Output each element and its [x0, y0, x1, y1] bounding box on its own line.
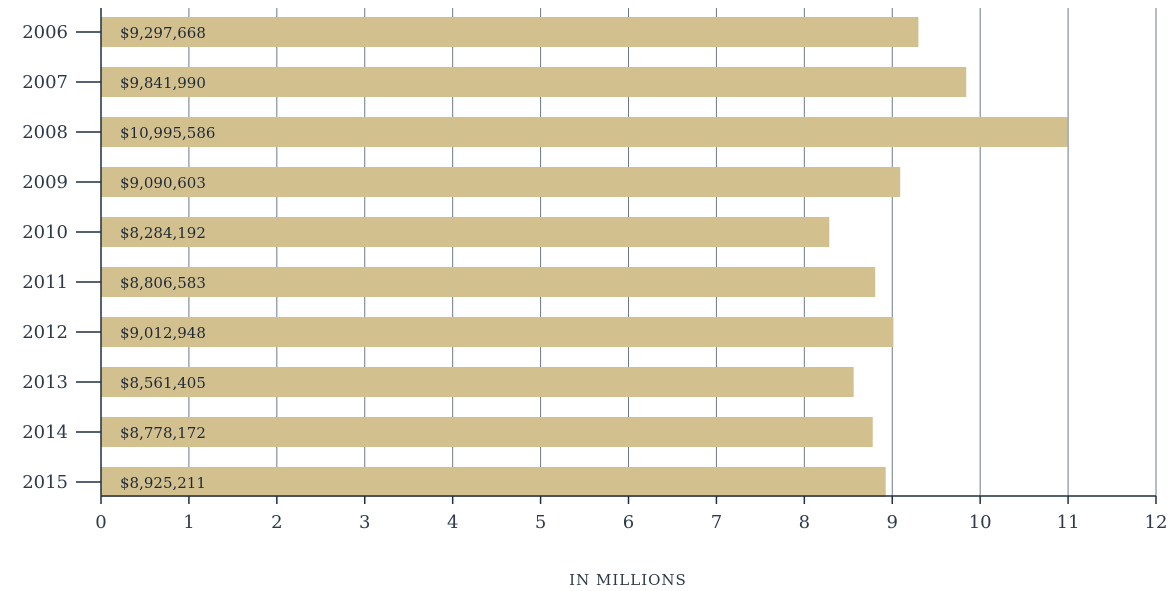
x-tick-label: 5: [535, 512, 546, 533]
x-tick-label: 3: [359, 512, 370, 533]
x-tick-label: 10: [969, 512, 992, 533]
bar-2009: [101, 167, 901, 197]
bar-value-label: $8,806,583: [120, 274, 206, 292]
bar-2011: [101, 267, 876, 297]
y-tick-label: 2013: [22, 372, 68, 393]
x-tick-label: 9: [887, 512, 898, 533]
bar-2006: [101, 17, 919, 47]
bar-2015: [101, 467, 886, 497]
bar-value-label: $9,841,990: [120, 74, 206, 92]
bar-value-label: $9,090,603: [120, 174, 206, 192]
x-axis-title: IN MILLIONS: [569, 571, 687, 589]
y-tick-label: 2015: [22, 472, 68, 493]
x-tick-label: 8: [799, 512, 810, 533]
bar-value-label: $9,297,668: [120, 24, 206, 42]
bar-value-label: $8,778,172: [120, 424, 206, 442]
bar-value-label: $9,012,948: [120, 324, 206, 342]
y-tick-label: 2012: [22, 322, 68, 343]
y-tick-label: 2008: [22, 122, 68, 143]
y-tick-label: 2014: [22, 422, 68, 443]
bars: $9,297,668 $9,841,990 $10,995,586 $9,090,60…: [101, 17, 1068, 497]
bar-2012: [101, 317, 894, 347]
y-tick-label: 2007: [22, 72, 68, 93]
y-tick-label: 2011: [22, 272, 68, 293]
bar-2008: [101, 117, 1068, 147]
bar-2014: [101, 417, 873, 447]
bar-2010: [101, 217, 830, 247]
bar-value-label: $10,995,586: [120, 124, 215, 142]
x-tick-label: 1: [183, 512, 194, 533]
bar-value-label: $8,284,192: [120, 224, 206, 242]
x-tick-label: 7: [711, 512, 722, 533]
x-tick-label: 0: [95, 512, 106, 533]
x-tick-label: 4: [447, 512, 458, 533]
y-tick-label: 2006: [22, 22, 68, 43]
x-tick-label: 11: [1057, 512, 1080, 533]
axes: 0 1 2 3 4 5 6 7 8 9 10 11 12200620072008200920102011…: [22, 8, 1167, 533]
bar-2007: [101, 67, 967, 97]
x-tick-label: 6: [623, 512, 634, 533]
bar-value-label: $8,925,211: [120, 474, 206, 492]
x-tick-label: 2: [271, 512, 282, 533]
bar-value-label: $8,561,405: [120, 374, 206, 392]
y-tick-label: 2010: [22, 222, 68, 243]
y-tick-label: 2009: [22, 172, 68, 193]
bar-2013: [101, 367, 854, 397]
x-tick-label: 12: [1145, 512, 1168, 533]
